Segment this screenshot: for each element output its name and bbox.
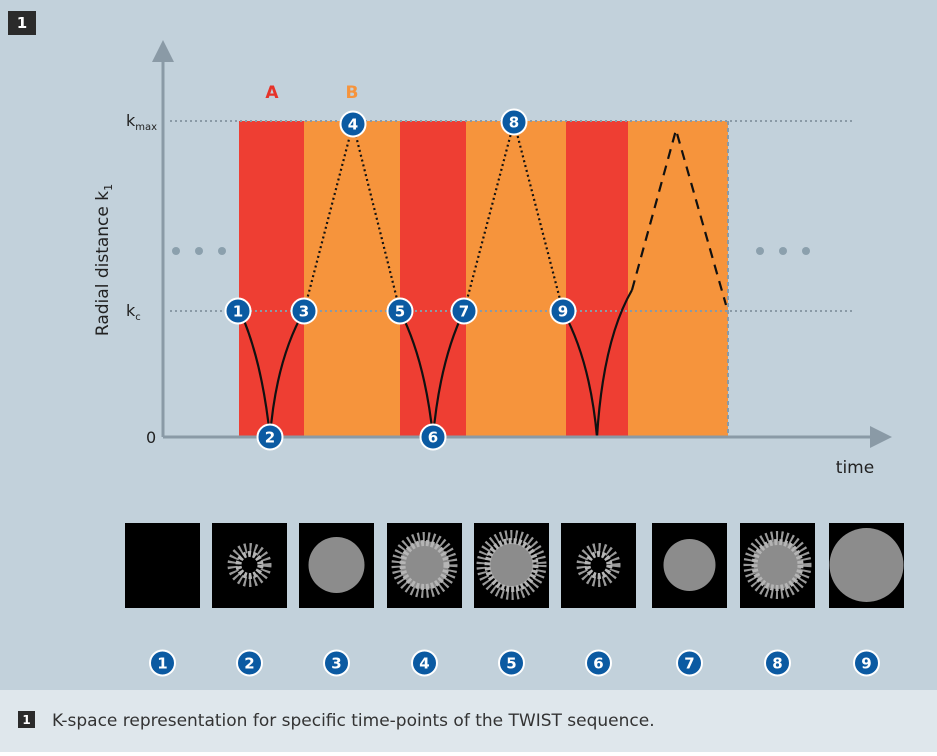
dot <box>779 247 787 255</box>
point-label: 6 <box>593 655 603 673</box>
point-marker <box>450 297 478 325</box>
thumbnail-disk <box>400 541 449 589</box>
point-marker <box>498 649 525 677</box>
point-marker <box>236 649 263 677</box>
block-b <box>466 121 566 437</box>
block-a <box>400 121 466 437</box>
thumbnail-speckle <box>399 540 450 590</box>
region-label: A <box>265 83 279 103</box>
thumbnail <box>125 523 200 608</box>
tick-main: k <box>126 111 136 130</box>
point-marker <box>549 297 577 325</box>
tick-sub: max <box>135 122 157 133</box>
tick-label: kc <box>126 301 141 323</box>
caption-label: 1 <box>22 713 30 727</box>
tick-main: 0 <box>146 428 156 447</box>
thumbnail-disk <box>663 539 716 591</box>
block-a <box>239 121 304 437</box>
point-marker <box>676 649 703 677</box>
region-label: B <box>346 83 359 103</box>
point-marker <box>764 649 791 677</box>
point-label: 6 <box>428 429 438 447</box>
point-marker <box>419 423 447 451</box>
dot <box>802 247 810 255</box>
thumbnail-speckle <box>476 530 547 600</box>
dotted-curve <box>302 123 402 312</box>
dot <box>172 247 180 255</box>
blocks <box>239 121 729 437</box>
thumbnail-disk <box>829 528 904 602</box>
point-marker <box>224 297 252 325</box>
point-label: 2 <box>244 655 254 673</box>
point-label: 7 <box>684 655 694 673</box>
ellipsis <box>172 247 810 255</box>
point-label: 7 <box>459 303 469 321</box>
point-label: 3 <box>299 303 309 321</box>
point-label: 2 <box>265 429 275 447</box>
thumbnail <box>561 523 636 608</box>
x-axis-label: time <box>836 458 874 478</box>
tick-label: kmax <box>126 111 157 133</box>
points: 1 2 3 4 5 6 7 8 9 <box>224 108 577 451</box>
caption-text: K-space representation for specific time… <box>52 711 655 731</box>
axis-label-main: Radial distance k <box>93 191 113 336</box>
point-marker <box>853 649 880 677</box>
dot <box>195 247 203 255</box>
tick-main: k <box>126 301 136 320</box>
thumbnail-speckle <box>576 543 621 587</box>
point-label: 1 <box>157 655 167 673</box>
point-label: 5 <box>506 655 516 673</box>
thumbnail-disk <box>753 541 802 589</box>
block-a <box>566 121 628 437</box>
y-arrow <box>152 40 174 62</box>
point-marker <box>411 649 438 677</box>
point-marker <box>323 649 350 677</box>
point-label: 8 <box>772 655 782 673</box>
point-marker <box>585 649 612 677</box>
axis-label-sub: 1 <box>102 184 115 191</box>
point-marker <box>290 297 318 325</box>
point-marker <box>256 423 284 451</box>
thumbnail-speckle <box>391 532 458 598</box>
point-label: 4 <box>348 116 358 134</box>
tick-sub: c <box>135 312 141 323</box>
thumbnail-speckle <box>743 531 812 599</box>
thumbnail <box>212 523 287 608</box>
point-marker <box>386 297 414 325</box>
point-marker <box>149 649 176 677</box>
figure-badge <box>8 11 36 35</box>
point-label: 9 <box>861 655 871 673</box>
thumbnail-disk <box>308 537 365 593</box>
thumbnail-speckle <box>484 538 539 592</box>
thumbnail-speckle <box>227 543 272 587</box>
dot <box>756 247 764 255</box>
caption-background <box>0 690 937 752</box>
dot <box>218 247 226 255</box>
figure-label: 1 <box>17 14 27 32</box>
tick-label: 0 <box>146 428 156 447</box>
block-b <box>304 121 400 437</box>
thumbnail-speckle <box>584 551 613 579</box>
thumbnails: 1 2 3 4 5 6 7 8 9 <box>125 523 904 677</box>
point-label: 9 <box>558 303 568 321</box>
thumbnail-speckle <box>235 551 264 579</box>
point-marker <box>500 108 528 136</box>
point-label: 4 <box>419 655 429 673</box>
point-label: 1 <box>233 303 243 321</box>
thumbnail-speckle <box>751 539 804 591</box>
point-label: 5 <box>395 303 405 321</box>
point-label: 8 <box>509 114 519 132</box>
point-marker <box>339 110 367 138</box>
dashed-curve <box>630 125 728 306</box>
caption-badge <box>18 711 35 728</box>
thumbnail-disk <box>489 543 534 587</box>
block-b <box>628 121 728 437</box>
y-axis-label: Radial distance k1 <box>93 184 115 336</box>
x-arrow <box>870 426 892 448</box>
point-label: 3 <box>331 655 341 673</box>
